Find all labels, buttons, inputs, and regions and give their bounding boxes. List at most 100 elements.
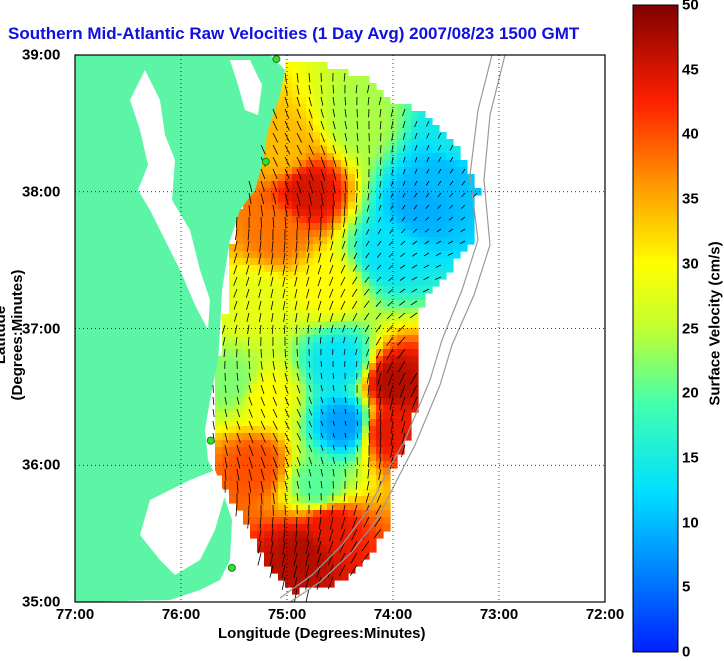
speed-cell xyxy=(299,531,307,539)
speed-cell xyxy=(383,517,391,525)
colorbar-tick-label: 40 xyxy=(682,126,699,143)
speed-cell xyxy=(250,314,258,322)
speed-cell xyxy=(243,335,251,343)
speed-cell xyxy=(264,146,272,154)
colorbar-tick-label: 5 xyxy=(682,579,690,596)
speed-cell xyxy=(264,475,272,483)
speed-cell xyxy=(369,286,377,294)
speed-cell xyxy=(250,335,258,343)
speed-cell xyxy=(236,286,244,294)
speed-cell xyxy=(390,335,398,343)
speed-cell xyxy=(362,293,370,301)
speed-cell xyxy=(418,174,426,182)
x-axis-label: Longitude (Degrees:Minutes) xyxy=(218,625,426,642)
speed-cell xyxy=(299,440,307,448)
velocity-arrow xyxy=(321,361,322,367)
speed-cell xyxy=(299,279,307,287)
speed-cell xyxy=(369,244,377,252)
speed-cell xyxy=(341,104,349,112)
speed-cell xyxy=(355,468,363,476)
speed-cell xyxy=(278,293,286,301)
speed-cell xyxy=(306,510,314,518)
speed-cell xyxy=(264,524,272,532)
speed-cell xyxy=(348,384,356,392)
speed-cell xyxy=(313,125,321,133)
speed-cell xyxy=(376,426,384,434)
speed-cell xyxy=(313,104,321,112)
radar-station-marker xyxy=(273,56,280,63)
speed-cell xyxy=(264,433,272,441)
speed-cell xyxy=(243,377,251,385)
speed-cell xyxy=(229,440,237,448)
colorbar-tick-label: 25 xyxy=(682,320,699,337)
speed-cell xyxy=(369,475,377,483)
speed-cell xyxy=(264,167,272,175)
speed-cell xyxy=(432,139,440,147)
speed-cell xyxy=(320,153,328,161)
speed-cell xyxy=(369,300,377,308)
speed-cell xyxy=(292,216,300,224)
speed-cell xyxy=(334,69,342,77)
speed-cell xyxy=(264,419,272,427)
speed-cell xyxy=(229,447,237,455)
speed-cell xyxy=(278,223,286,231)
speed-cell xyxy=(264,202,272,210)
speed-cell xyxy=(411,349,419,357)
speed-cell xyxy=(404,244,412,252)
speed-cell xyxy=(355,398,363,406)
speed-cell xyxy=(278,209,286,217)
speed-cell xyxy=(257,293,265,301)
speed-cell xyxy=(271,559,279,567)
radar-station-marker xyxy=(262,158,269,165)
speed-cell xyxy=(299,482,307,490)
speed-cell xyxy=(341,167,349,175)
speed-cell xyxy=(390,174,398,182)
speed-cell xyxy=(313,440,321,448)
speed-cell xyxy=(292,125,300,133)
speed-cell xyxy=(446,153,454,161)
speed-cell xyxy=(285,62,293,70)
speed-cell xyxy=(299,342,307,350)
speed-cell xyxy=(383,293,391,301)
speed-cell xyxy=(257,482,265,490)
speed-cell xyxy=(236,258,244,266)
speed-cell xyxy=(271,517,279,525)
speed-cell xyxy=(264,489,272,497)
speed-cell xyxy=(285,545,293,553)
y-tick-label: 35:00 xyxy=(22,594,60,611)
speed-cell xyxy=(334,258,342,266)
speed-cell xyxy=(229,426,237,434)
y-axis-label: Latitude (Degrees:Minutes) xyxy=(0,240,26,430)
speed-cell xyxy=(306,300,314,308)
speed-cell xyxy=(404,328,412,336)
speed-cell xyxy=(327,125,335,133)
speed-cell xyxy=(313,160,321,168)
speed-cell xyxy=(348,419,356,427)
speed-cell xyxy=(222,370,230,378)
speed-cell xyxy=(439,174,447,182)
speed-cell xyxy=(292,104,300,112)
speed-cell xyxy=(411,335,419,343)
speed-cell xyxy=(264,447,272,455)
speed-cell xyxy=(383,139,391,147)
speed-cell xyxy=(285,258,293,266)
speed-cell xyxy=(425,167,433,175)
speed-cell xyxy=(313,377,321,385)
speed-cell xyxy=(299,510,307,518)
speed-cell xyxy=(411,328,419,336)
speed-cell xyxy=(439,251,447,259)
speed-cell xyxy=(390,279,398,287)
speed-cell xyxy=(222,440,230,448)
speed-cell xyxy=(369,167,377,175)
speed-cell xyxy=(292,412,300,420)
speed-cell xyxy=(299,377,307,385)
speed-cell xyxy=(271,188,279,196)
speed-cell xyxy=(390,139,398,147)
speed-cell xyxy=(299,545,307,553)
speed-cell xyxy=(334,223,342,231)
speed-cell xyxy=(271,342,279,350)
speed-cell xyxy=(271,146,279,154)
speed-cell xyxy=(390,258,398,266)
speed-cell xyxy=(299,356,307,364)
speed-cell xyxy=(306,286,314,294)
